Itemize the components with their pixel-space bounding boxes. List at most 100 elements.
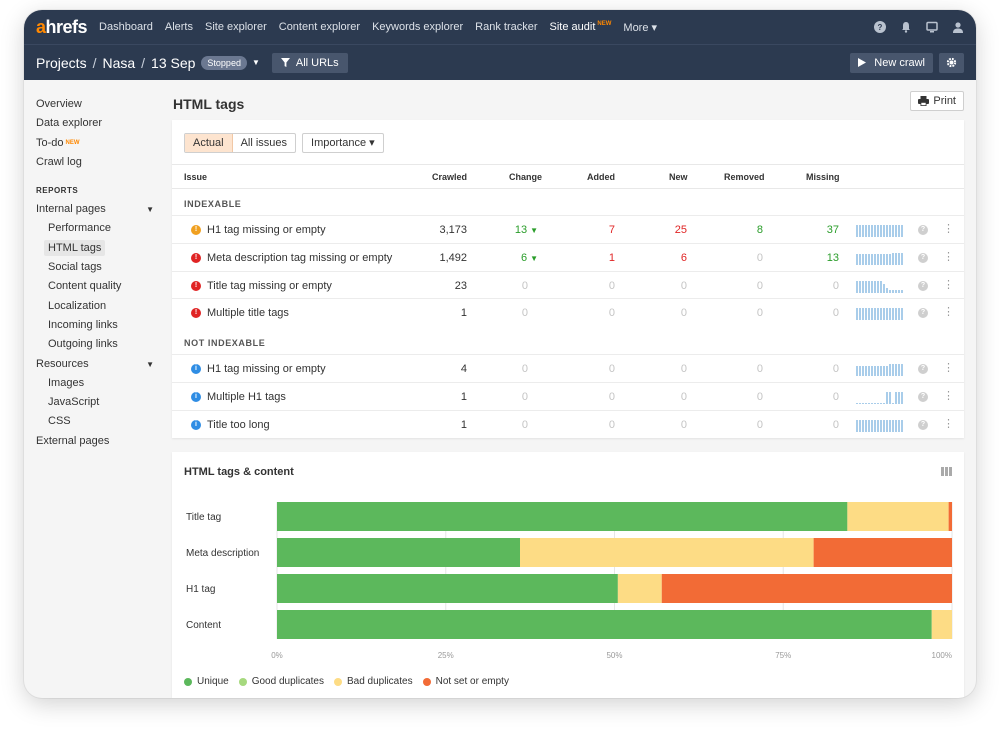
table-row[interactable]: i Multiple H1 tags 1 0 0 0 0 0? ⋮ <box>172 381 964 410</box>
info-icon: i <box>191 364 201 374</box>
warning-icon: ! <box>191 225 201 235</box>
help-icon[interactable]: ? <box>918 391 928 402</box>
table-row[interactable]: ! Title tag missing or empty 23 0 0 0 0 0? ⋮ <box>172 270 964 299</box>
more-options-icon[interactable]: ⋮ <box>943 306 954 319</box>
sidebar-item-social-tags[interactable]: Social tags <box>24 258 164 277</box>
importance-dropdown[interactable]: Importance ▾ <box>302 133 384 153</box>
sidebar-item-internal-pages[interactable]: Internal pages ▼ <box>24 200 164 219</box>
table-row[interactable]: ! H1 tag missing or empty 3,173 13 ▼ 7 25 8 37? ⋮ <box>172 215 964 243</box>
col-crawled[interactable]: Crawled <box>432 172 468 182</box>
help-icon[interactable]: ? <box>874 21 886 33</box>
col-missing[interactable]: Missing <box>806 172 840 182</box>
new-crawl-button[interactable]: New crawl <box>850 52 933 73</box>
trend-sparkline <box>856 390 903 404</box>
legend-item[interactable]: Unique <box>184 676 229 687</box>
sidebar-item-overview[interactable]: Overview <box>36 98 82 110</box>
help-icon[interactable]: ? <box>918 364 928 374</box>
issue-link[interactable]: Multiple H1 tags <box>207 390 286 403</box>
actual-tab[interactable]: Actual <box>185 134 233 152</box>
settings-button[interactable] <box>939 52 964 73</box>
help-icon[interactable]: ? <box>918 419 928 430</box>
user-icon[interactable] <box>952 21 964 33</box>
sidebar-item-css[interactable]: CSS <box>24 412 164 431</box>
nav-site-explorer[interactable]: Site explorer <box>204 21 267 33</box>
legend-item[interactable]: Not set or empty <box>422 676 509 687</box>
breadcrumb-crawl[interactable]: 13 Sep <box>151 54 196 71</box>
sidebar-item-content-quality[interactable]: Content quality <box>24 277 164 296</box>
sparkline-bar <box>892 402 894 404</box>
more-options-icon[interactable]: ⋮ <box>943 389 954 402</box>
issue-link[interactable]: Meta description tag missing or empty <box>207 251 393 264</box>
bell-icon[interactable] <box>900 21 912 33</box>
col-change[interactable]: Change <box>509 172 543 182</box>
added-value: 0 <box>608 279 615 292</box>
ahrefs-logo[interactable]: ahrefs <box>36 16 88 37</box>
nav-site-audit[interactable]: Site audit NEW <box>550 21 612 33</box>
col-issue[interactable]: Issue <box>184 172 208 182</box>
sparkline-bar <box>865 366 867 376</box>
sidebar-item-todo[interactable]: To-do NEW <box>24 134 164 153</box>
col-new[interactable]: New <box>669 172 688 182</box>
sparkline-bar <box>856 308 858 321</box>
sparkline-bar <box>880 402 882 404</box>
more-options-icon[interactable]: ⋮ <box>943 223 954 235</box>
sidebar-item-localization[interactable]: Localization <box>24 297 164 316</box>
sidebar-item-incoming-links[interactable]: Incoming links <box>24 316 164 335</box>
sparkline-bar <box>895 419 897 432</box>
more-options-icon[interactable]: ⋮ <box>943 250 954 263</box>
legend-item[interactable]: Bad duplicates <box>333 676 413 687</box>
sparkline-bar <box>886 225 888 237</box>
sidebar-item-resources[interactable]: Resources ▼ <box>24 355 164 374</box>
more-options-icon[interactable]: ⋮ <box>943 362 954 374</box>
breadcrumb-projects[interactable]: Projects <box>36 54 87 71</box>
all-issues-tab[interactable]: All issues <box>240 137 288 149</box>
sidebar-item-outgoing-links[interactable]: Outgoing links <box>24 335 164 354</box>
breadcrumb-project[interactable]: Nasa <box>102 54 136 71</box>
chart-type-icon[interactable] <box>941 467 952 478</box>
bar-segment <box>520 538 814 567</box>
sparkline-bar <box>880 419 882 432</box>
issue-link[interactable]: H1 tag missing or empty <box>207 224 326 236</box>
nav-dashboard[interactable]: Dashboard <box>99 21 153 33</box>
x-tick-label: 100% <box>932 651 952 660</box>
nav-content-explorer[interactable]: Content explorer <box>278 21 361 33</box>
sidebar-item-html-tags[interactable]: HTML tags <box>24 239 164 258</box>
sidebar-item-performance[interactable]: Performance <box>24 219 164 238</box>
sidebar-item-crawl-log[interactable]: Crawl log <box>36 155 82 168</box>
issue-link[interactable]: H1 tag missing or empty <box>207 363 326 375</box>
sparkline-bar <box>901 419 903 432</box>
help-icon[interactable]: ? <box>918 280 928 291</box>
issue-link[interactable]: Multiple title tags <box>207 307 289 320</box>
collapse-icon[interactable]: ▼ <box>146 359 154 369</box>
issue-link[interactable]: Title too long <box>207 418 270 431</box>
sidebar-item-label: Resources <box>36 357 89 370</box>
nav-more[interactable]: More ▾ <box>623 21 658 34</box>
all-urls-filter-button[interactable]: All URLs <box>271 52 348 73</box>
help-icon[interactable]: ? <box>918 225 928 235</box>
more-options-icon[interactable]: ⋮ <box>943 417 954 430</box>
table-row[interactable]: i H1 tag missing or empty 4 0 0 0 0 0? ⋮ <box>172 354 964 382</box>
collapse-icon[interactable]: ▼ <box>146 205 154 215</box>
col-removed[interactable]: Removed <box>724 172 765 182</box>
sidebar-item-javascript[interactable]: JavaScript <box>24 393 164 412</box>
more-options-icon[interactable]: ⋮ <box>943 278 954 291</box>
crawl-dropdown-icon[interactable]: ▼ <box>251 58 260 67</box>
print-button[interactable]: Print <box>910 91 964 111</box>
sidebar-item-data-explorer[interactable]: Data explorer <box>36 117 103 130</box>
issue-link[interactable]: Title tag missing or empty <box>207 279 332 292</box>
legend-item[interactable]: Good duplicates <box>238 676 324 687</box>
col-added[interactable]: Added <box>587 172 615 182</box>
sidebar-item-images[interactable]: Images <box>24 374 164 393</box>
table-row[interactable]: i Title too long 1 0 0 0 0 0? ⋮ <box>172 409 964 438</box>
help-icon[interactable]: ? <box>918 252 928 263</box>
help-icon[interactable]: ? <box>918 308 928 319</box>
nav-alerts[interactable]: Alerts <box>164 21 193 33</box>
trend-down-icon: ▼ <box>530 253 538 263</box>
table-row[interactable]: ! Multiple title tags 1 0 0 0 0 0? ⋮ <box>172 298 964 326</box>
monitor-icon[interactable] <box>926 21 938 33</box>
nav-rank-tracker[interactable]: Rank tracker <box>475 21 538 33</box>
table-row[interactable]: ! Meta description tag missing or empty 1,… <box>172 242 964 271</box>
sidebar-item-external-pages[interactable]: External pages <box>36 434 110 447</box>
nav-keywords-explorer[interactable]: Keywords explorer <box>372 21 464 33</box>
removed-value: 0 <box>756 279 763 292</box>
